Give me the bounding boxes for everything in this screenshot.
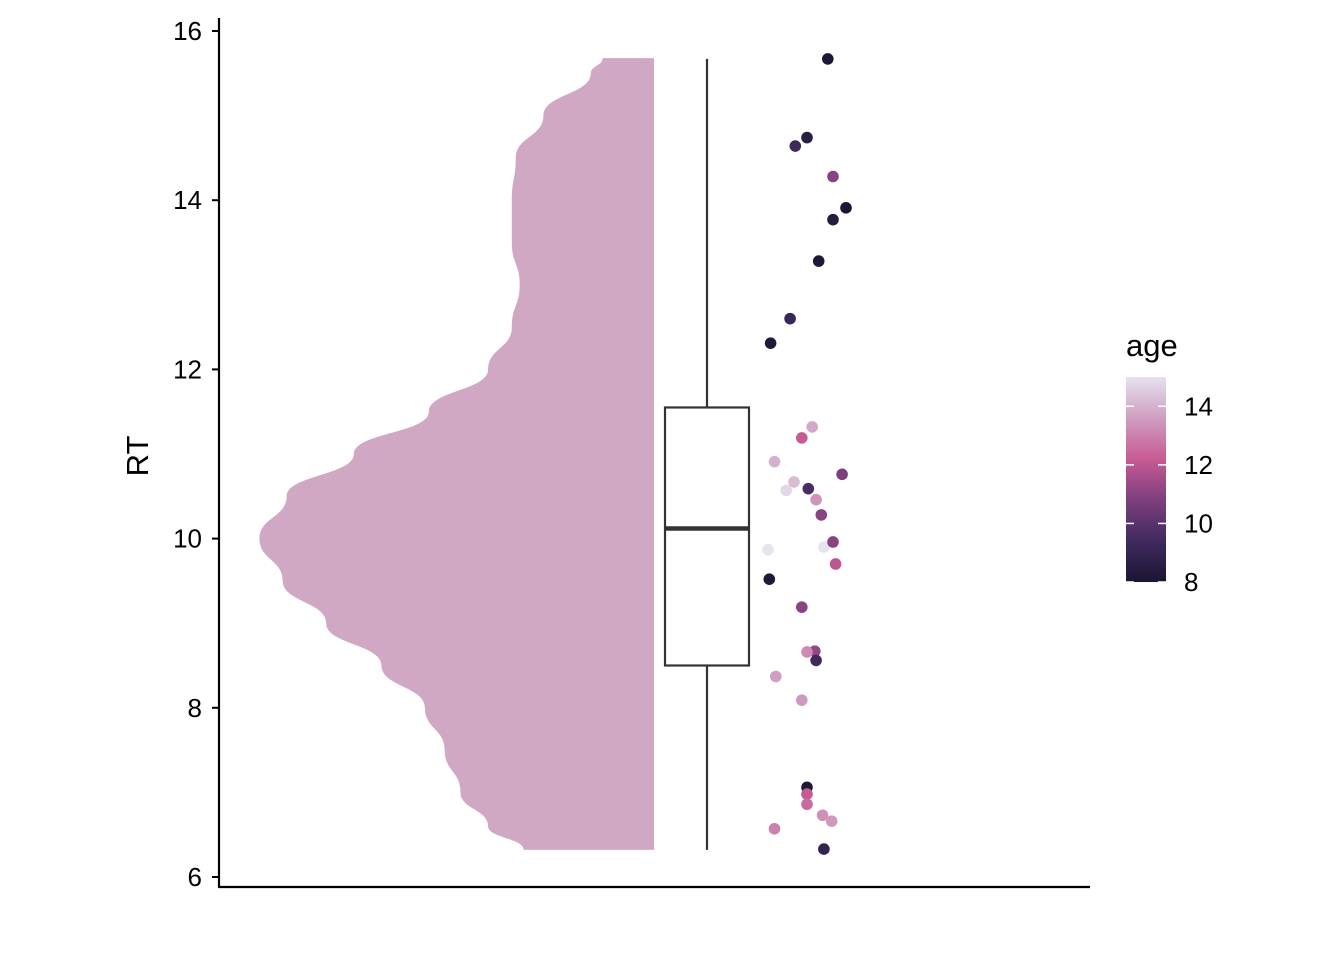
data-point bbox=[806, 421, 818, 433]
legend-colorbar: age 8 10 12 14 bbox=[1126, 328, 1213, 597]
data-point bbox=[788, 476, 800, 488]
data-point bbox=[789, 140, 802, 152]
data-point bbox=[836, 468, 848, 481]
legend-tick-label: 8 bbox=[1184, 567, 1198, 597]
data-point bbox=[827, 213, 839, 226]
data-point bbox=[822, 53, 834, 65]
data-point bbox=[770, 670, 782, 683]
data-point bbox=[796, 601, 808, 613]
data-point bbox=[780, 484, 792, 497]
rain-points-layer bbox=[762, 53, 852, 855]
y-tick-label: 12 bbox=[173, 354, 202, 384]
data-point bbox=[810, 654, 822, 667]
data-point bbox=[801, 798, 813, 811]
boxplot-layer bbox=[663, 58, 751, 850]
legend-tick-label: 14 bbox=[1184, 391, 1213, 421]
data-point bbox=[840, 202, 852, 214]
data-point bbox=[815, 509, 828, 521]
half-violin bbox=[259, 58, 654, 850]
legend-tick-label: 12 bbox=[1184, 450, 1213, 480]
data-point bbox=[762, 543, 774, 556]
data-point bbox=[801, 788, 813, 800]
box-iqr bbox=[663, 406, 751, 667]
data-point bbox=[784, 312, 796, 325]
data-point bbox=[801, 131, 813, 144]
data-point bbox=[801, 646, 813, 658]
data-point bbox=[796, 432, 808, 444]
data-point bbox=[796, 694, 808, 706]
data-point bbox=[768, 455, 781, 468]
legend-ticks: 8 10 12 14 bbox=[1126, 391, 1213, 597]
axes: 6 8 10 12 14 16 RT bbox=[120, 16, 1090, 892]
data-point bbox=[818, 843, 830, 855]
y-tick-label: 10 bbox=[173, 524, 202, 554]
data-point bbox=[810, 493, 822, 506]
data-point bbox=[812, 255, 825, 267]
data-point bbox=[827, 536, 839, 548]
half-violin-layer bbox=[259, 58, 654, 850]
data-point bbox=[768, 822, 781, 835]
data-point bbox=[763, 573, 776, 586]
y-tick-label: 14 bbox=[173, 185, 202, 215]
data-point bbox=[818, 541, 830, 553]
data-point bbox=[829, 558, 842, 570]
y-axis-title: RT bbox=[120, 436, 155, 477]
data-point bbox=[816, 809, 829, 822]
y-tick-label: 6 bbox=[188, 862, 202, 892]
data-point bbox=[802, 482, 815, 495]
legend-gradient-bar bbox=[1126, 377, 1166, 582]
legend-title: age bbox=[1126, 328, 1178, 363]
data-point bbox=[825, 815, 838, 827]
y-tick-label: 8 bbox=[188, 693, 202, 723]
y-ticks: 6 8 10 12 14 16 bbox=[173, 16, 219, 892]
data-point bbox=[764, 337, 777, 349]
y-tick-label: 16 bbox=[173, 16, 202, 46]
legend-tick-label: 10 bbox=[1184, 508, 1213, 538]
data-point bbox=[827, 170, 839, 183]
